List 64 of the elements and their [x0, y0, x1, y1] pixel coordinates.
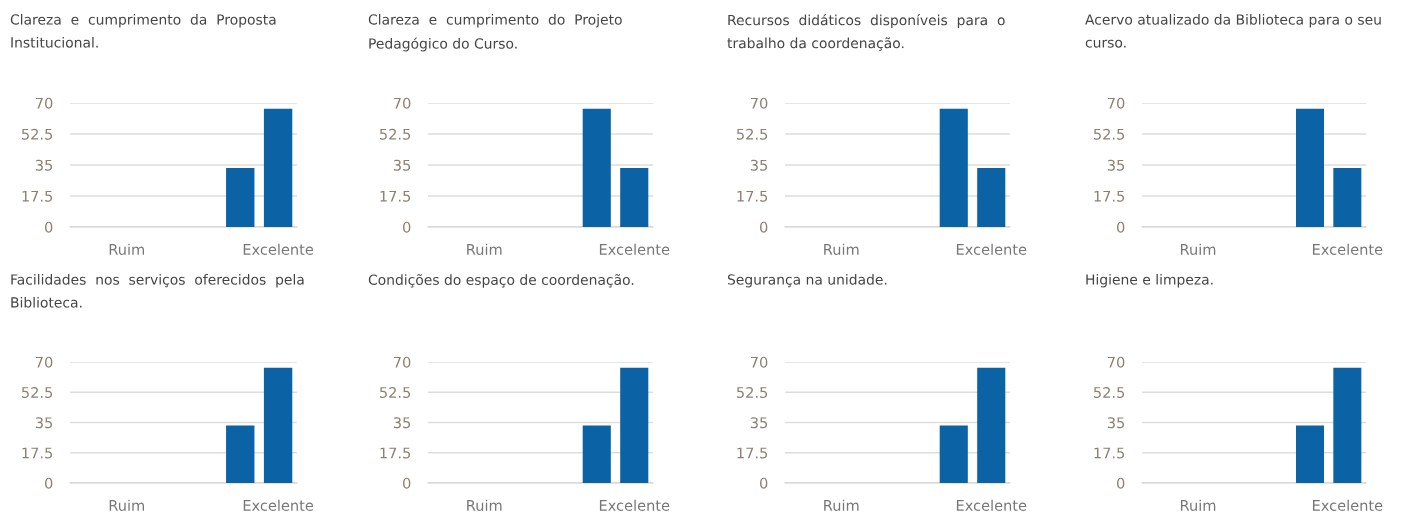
chart-title: Acervo atualizado da Biblioteca para o seu curso. [1085, 14, 1381, 48]
chart-title: Clareza e cumprimento do Projeto Pedagógico do Curso. [368, 14, 622, 52]
y-tick-label: 35 [750, 159, 768, 171]
y-tick-label: 17.5 [1094, 190, 1125, 202]
y-tick-label: 35 [1107, 417, 1125, 429]
x-tick-label: Ruim [824, 499, 859, 511]
y-tick-label: 70 [35, 356, 53, 368]
y-tick-label: 52.5 [1093, 128, 1125, 140]
y-tick-label: 0 [1117, 477, 1125, 489]
y-tick-label: 35 [35, 417, 53, 429]
x-tick-label: Ruim [824, 243, 859, 255]
y-tick-label: 17.5 [1094, 447, 1125, 459]
y-tick-label: 35 [393, 417, 411, 429]
y-tick-label: 17.5 [22, 190, 53, 202]
y-tick-label: 52.5 [379, 128, 411, 140]
x-tick-label: Excelente [956, 243, 1027, 255]
y-tick-label: 70 [750, 356, 768, 368]
y-tick-label: 0 [403, 477, 411, 489]
y-tick-label: 0 [45, 221, 53, 233]
y-tick-label: 17.5 [737, 447, 768, 459]
y-tick-label: 0 [45, 477, 53, 489]
y-tick-label: 17.5 [380, 190, 411, 202]
y-tick-label: 0 [760, 221, 768, 233]
y-tick-label: 0 [760, 477, 768, 489]
y-tick-label: 70 [393, 356, 411, 368]
x-tick-label: Ruim [467, 499, 502, 511]
y-tick-label: 17.5 [380, 447, 411, 459]
chart-title: Facilidades nos serviços oferecidos pela Biblioteca. [11, 274, 304, 308]
y-tick-label: 70 [750, 97, 768, 109]
y-tick-label: 52.5 [21, 386, 53, 398]
y-tick-label: 52.5 [1093, 386, 1125, 398]
x-tick-label: Excelente [599, 499, 670, 511]
y-tick-label: 35 [35, 159, 53, 171]
y-tick-label: 0 [403, 221, 411, 233]
y-tick-label: 52.5 [736, 386, 768, 398]
x-tick-label: Ruim [109, 243, 144, 255]
x-tick-label: Ruim [467, 243, 502, 255]
y-tick-label: 52.5 [21, 128, 53, 140]
y-tick-label: 35 [1107, 159, 1125, 171]
x-tick-label: Excelente [1312, 243, 1383, 255]
y-tick-label: 70 [393, 97, 411, 109]
x-tick-label: Excelente [243, 499, 314, 511]
y-tick-label: 70 [35, 97, 53, 109]
chart-title: Higiene e limpeza. [1086, 274, 1213, 288]
x-tick-label: Excelente [599, 243, 670, 255]
x-tick-label: Ruim [1180, 499, 1216, 511]
y-tick-label: 35 [750, 417, 768, 429]
chart-title: Segurança na unidade. [727, 274, 887, 288]
y-tick-label: 35 [393, 159, 411, 171]
x-tick-label: Ruim [109, 499, 144, 511]
chart-title: Condições do espaço de coordenação. [368, 274, 634, 288]
y-tick-label: 0 [1117, 221, 1125, 233]
y-tick-label: 70 [1107, 97, 1125, 109]
x-tick-label: Ruim [1180, 243, 1216, 255]
y-tick-label: 52.5 [736, 128, 768, 140]
chart-title: Clareza e cumprimento da Proposta Institucional. [10, 14, 276, 48]
y-tick-label: 17.5 [22, 447, 53, 459]
y-tick-label: 70 [1107, 356, 1125, 368]
x-tick-label: Excelente [243, 243, 314, 255]
y-tick-label: 52.5 [379, 386, 411, 398]
chart-title: Recursos didáticos disponíveis para o trabalho da coordenação. [727, 14, 1005, 51]
y-tick-label: 17.5 [737, 190, 768, 202]
x-tick-label: Excelente [956, 499, 1027, 511]
x-tick-label: Excelente [1312, 499, 1383, 511]
